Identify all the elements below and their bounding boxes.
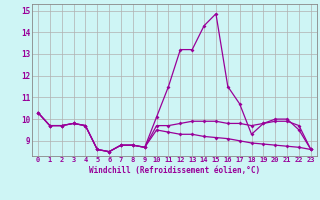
X-axis label: Windchill (Refroidissement éolien,°C): Windchill (Refroidissement éolien,°C)	[89, 166, 260, 175]
